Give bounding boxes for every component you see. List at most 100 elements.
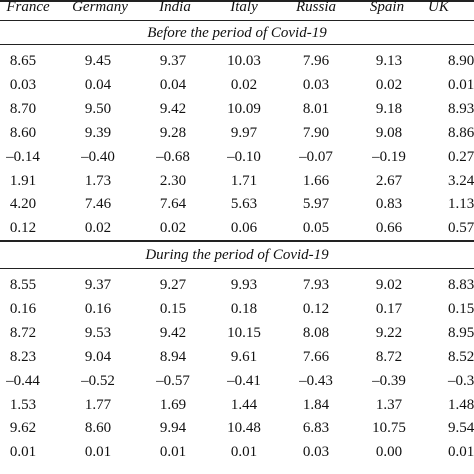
column-header-france: France xyxy=(6,0,50,15)
table-cell: 0.03 xyxy=(9,76,37,93)
table-cell: 8.65 xyxy=(9,53,37,69)
table-cell: 0.01 xyxy=(230,444,258,461)
table-cell: 0.16 xyxy=(84,300,112,317)
table-cell: 0.02 xyxy=(84,220,112,237)
table-cell: 0.04 xyxy=(159,76,187,93)
table-cell: 9.02 xyxy=(375,277,403,293)
table-cell: 9.22 xyxy=(375,324,403,341)
section-during-rule xyxy=(0,268,474,269)
table-cell: 6.83 xyxy=(302,420,330,437)
table-cell: 2.67 xyxy=(375,172,403,189)
table-cell: 0.15 xyxy=(159,300,187,317)
table-cell: 9.39 xyxy=(84,124,112,141)
table-cell: 8.23 xyxy=(9,348,37,365)
table-cell: 8.95 xyxy=(448,324,474,341)
table-cell: 0.83 xyxy=(375,196,403,213)
table-cell: 8.93 xyxy=(448,100,474,117)
table-cell: 10.75 xyxy=(372,420,406,437)
section-title-before: Before the period of Covid-19 xyxy=(147,25,327,41)
table-cell: 9.28 xyxy=(159,124,187,141)
table-cell: 0.01 xyxy=(448,76,474,93)
table-cell: 8.52 xyxy=(448,348,474,365)
table-cell: 1.69 xyxy=(159,396,187,413)
table-cell: 7.90 xyxy=(302,124,330,141)
table-cell: 0.00 xyxy=(375,444,403,461)
table-cell: 9.54 xyxy=(448,420,474,437)
table-cell: –0.39 xyxy=(372,372,406,389)
table-cell: 8.94 xyxy=(159,348,187,365)
table-cell: 8.60 xyxy=(9,124,37,141)
table-cell: 0.01 xyxy=(84,444,112,461)
table-cell: 8.70 xyxy=(9,100,37,117)
table-cell: 7.93 xyxy=(302,277,330,293)
table-cell: 9.42 xyxy=(159,100,187,117)
table-cell: –0.19 xyxy=(372,148,406,165)
table-cell: 0.02 xyxy=(159,220,187,237)
table-cell: 0.02 xyxy=(230,76,258,93)
table-cell: 1.77 xyxy=(84,396,112,413)
table-cell: 8.60 xyxy=(84,420,112,437)
table-cell: 1.71 xyxy=(230,172,258,189)
table-cell: 0.16 xyxy=(9,300,37,317)
table-cell: 7.64 xyxy=(159,196,187,213)
table-cell: 0.01 xyxy=(448,444,474,461)
column-header-russia: Russia xyxy=(295,0,336,15)
table-cell: 10.03 xyxy=(227,53,261,69)
table-cell: 9.94 xyxy=(159,420,187,437)
table-cell: 8.55 xyxy=(9,277,37,293)
table-cell: 0.06 xyxy=(230,220,258,237)
table-cell: 8.72 xyxy=(375,348,403,365)
table-cell: 1.48 xyxy=(448,396,474,413)
table-cell: 0.03 xyxy=(302,444,330,461)
table-cell: 9.04 xyxy=(84,348,112,365)
column-header-uk: UK xyxy=(428,0,449,15)
table-cell: 7.66 xyxy=(302,348,330,365)
table-cell: 9.50 xyxy=(84,100,112,117)
table-cell: 8.86 xyxy=(448,124,474,141)
table-cell: 9.27 xyxy=(159,277,187,293)
table-cell: 7.46 xyxy=(84,196,112,213)
table-cell: –0.52 xyxy=(81,372,115,389)
table-cell: 0.04 xyxy=(84,76,112,93)
table-cell: 10.48 xyxy=(227,420,261,437)
table-cell: 8.90 xyxy=(448,53,474,69)
table-cell: 1.84 xyxy=(302,396,330,413)
table-cell: 1.53 xyxy=(9,396,37,413)
table-cell: 0.12 xyxy=(302,300,330,317)
table-cell: 5.97 xyxy=(302,196,330,213)
column-header-india: India xyxy=(159,0,191,15)
table-cell: 10.15 xyxy=(227,324,261,341)
table-cell: 9.62 xyxy=(9,420,37,437)
table-cell: 8.08 xyxy=(302,324,330,341)
table-cell: –0.57 xyxy=(156,372,190,389)
table-cell: 0.03 xyxy=(302,76,330,93)
column-header-germany: Germany xyxy=(72,0,128,15)
table-cell: 3.24 xyxy=(448,172,474,189)
table-cell: 0.15 xyxy=(448,300,474,317)
table-cell: 0.66 xyxy=(375,220,403,237)
table-cell: 2.30 xyxy=(159,172,187,189)
table-cell: 0.12 xyxy=(9,220,37,237)
column-header-spain: Spain xyxy=(369,0,405,15)
table-cell: –0.43 xyxy=(299,372,333,389)
table-cell: 1.13 xyxy=(448,196,474,213)
table-cell: 0.01 xyxy=(159,444,187,461)
table-cell: –0.14 xyxy=(6,148,40,165)
table-cell: 9.53 xyxy=(84,324,112,341)
table-cell: 8.83 xyxy=(448,277,474,293)
section-before-rule xyxy=(0,44,474,45)
table-cell: 1.44 xyxy=(230,396,258,413)
table-cell: 4.20 xyxy=(9,196,37,213)
table-cell: –0.07 xyxy=(299,148,333,165)
table-cell: 1.37 xyxy=(375,396,403,413)
table-cell: –0.40 xyxy=(81,148,115,165)
table-cell: 0.57 xyxy=(448,220,474,237)
table-cell: 9.97 xyxy=(230,124,258,141)
table-cell: 0.17 xyxy=(375,300,403,317)
table-cell: 9.37 xyxy=(84,277,112,293)
table-top-rule xyxy=(0,0,474,2)
table-cell: 10.09 xyxy=(227,100,261,117)
table-cell: 0.02 xyxy=(375,76,403,93)
table-cell: 1.73 xyxy=(84,172,112,189)
table-cell: 1.91 xyxy=(9,172,37,189)
